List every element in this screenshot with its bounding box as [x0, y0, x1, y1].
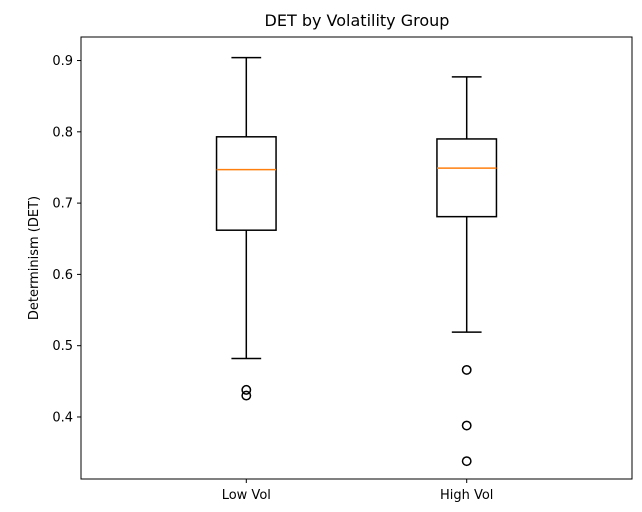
y-tick-label: 0.8	[52, 125, 73, 140]
box-group	[215, 56, 277, 401]
plot-area-frame	[80, 36, 633, 480]
iqr-box	[215, 136, 277, 231]
chart-title: DET by Volatility Group	[265, 11, 450, 30]
y-tick-label: 0.7	[52, 197, 73, 212]
y-axis-label: Determinism (DET)	[27, 196, 42, 320]
outlier-point	[241, 390, 252, 401]
x-axis: Low Vol High Vol	[222, 479, 493, 503]
boxes-layer	[215, 56, 498, 467]
y-tick-label: 0.6	[52, 268, 73, 283]
y-tick-label: 0.4	[52, 410, 73, 425]
iqr-box	[436, 138, 498, 218]
x-tick-label: Low Vol	[222, 488, 271, 503]
outlier-point	[241, 384, 252, 395]
outlier-point	[461, 456, 472, 467]
y-tick-label: 0.5	[52, 339, 73, 354]
outlier-point	[461, 364, 472, 375]
box-group	[436, 76, 498, 467]
x-tick-label: High Vol	[440, 488, 493, 503]
y-axis: 0.4 0.5 0.6 0.7 0.8 0.9	[52, 54, 81, 425]
y-tick-label: 0.9	[52, 54, 73, 69]
outlier-point	[461, 420, 472, 431]
